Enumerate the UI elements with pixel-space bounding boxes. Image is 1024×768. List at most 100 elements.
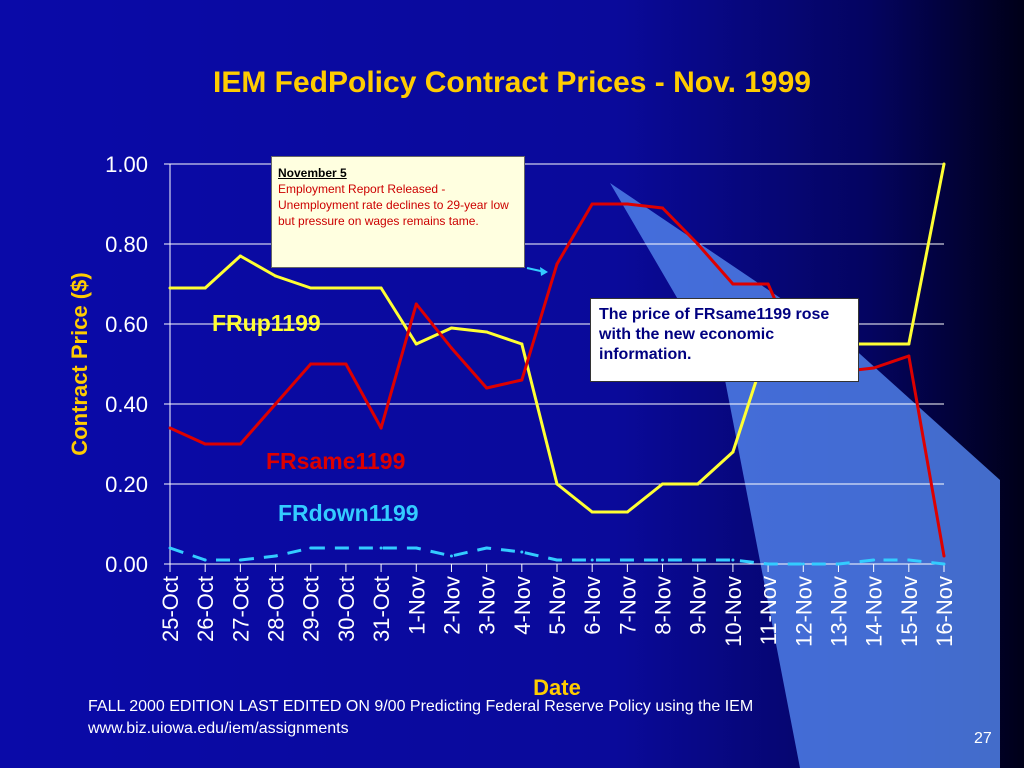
x-tick-label: 7-Nov	[615, 576, 640, 635]
x-tick-label: 10-Nov	[721, 576, 746, 647]
x-tick-label: 26-Oct	[193, 576, 218, 642]
data-point-frsame1199	[379, 426, 383, 430]
data-point-frdown1199	[344, 546, 348, 550]
data-point-frdown1199	[309, 546, 313, 550]
data-point-frdown1199	[731, 558, 735, 562]
data-point-frup1199	[590, 510, 594, 514]
data-point-frup1199	[555, 482, 559, 486]
x-tick-label: 2-Nov	[439, 576, 464, 635]
x-tick-label: 15-Nov	[897, 576, 922, 647]
data-point-frdown1199	[766, 562, 770, 566]
data-point-frsame1199	[344, 362, 348, 366]
data-point-frdown1199	[168, 546, 172, 550]
data-point-frdown1199	[872, 558, 876, 562]
data-point-frdown1199	[590, 558, 594, 562]
data-point-frup1199	[872, 342, 876, 346]
data-point-frdown1199	[485, 546, 489, 550]
data-point-frup1199	[942, 162, 946, 166]
data-point-frup1199	[274, 274, 278, 278]
data-point-frup1199	[449, 326, 453, 330]
data-point-frdown1199	[414, 546, 418, 550]
data-point-frdown1199	[238, 558, 242, 562]
callout-text: Employment Report Released - Unemploymen…	[278, 182, 509, 228]
x-tick-label: 5-Nov	[545, 576, 570, 635]
x-tick-label: 3-Nov	[475, 576, 500, 635]
y-tick-label: 1.00	[105, 152, 148, 177]
footer-url: www.biz.uiowa.edu/iem/assignments	[88, 720, 349, 737]
data-point-frsame1199	[942, 554, 946, 558]
footer-edition: FALL 2000 EDITION LAST EDITED ON 9/00 Pr…	[88, 698, 754, 715]
x-tick-label: 14-Nov	[862, 576, 887, 647]
data-point-frsame1199	[766, 282, 770, 286]
slide-number: 27	[974, 730, 992, 747]
data-point-frup1199	[379, 286, 383, 290]
x-tick-label: 30-Oct	[334, 576, 359, 642]
data-point-frsame1199	[485, 386, 489, 390]
data-point-frsame1199	[414, 302, 418, 306]
data-point-frsame1199	[907, 354, 911, 358]
data-point-frdown1199	[449, 554, 453, 558]
data-point-frsame1199	[872, 366, 876, 370]
data-point-frdown1199	[836, 562, 840, 566]
data-point-frsame1199	[449, 346, 453, 350]
x-tick-label: 25-Oct	[158, 576, 183, 642]
data-point-frup1199	[625, 510, 629, 514]
x-tick-label: 4-Nov	[510, 576, 535, 635]
data-point-frdown1199	[625, 558, 629, 562]
data-point-frup1199	[661, 482, 665, 486]
data-point-frdown1199	[203, 558, 207, 562]
data-point-frsame1199	[625, 202, 629, 206]
x-tick-label: 12-Nov	[791, 576, 816, 647]
callout-date: November 5	[278, 166, 347, 180]
x-tick-label: 11-Nov	[756, 576, 781, 645]
data-point-frsame1199	[590, 202, 594, 206]
data-point-frup1199	[414, 342, 418, 346]
y-tick-label: 0.20	[105, 472, 148, 497]
data-point-frsame1199	[203, 442, 207, 446]
data-point-frdown1199	[696, 558, 700, 562]
x-tick-label: 8-Nov	[651, 576, 676, 635]
x-axis-title: Date	[533, 675, 581, 700]
note-pointer-wedge	[610, 183, 1000, 768]
x-tick-label: 9-Nov	[686, 576, 711, 635]
x-tick-label: 16-Nov	[932, 576, 957, 647]
data-point-frsame1199	[696, 242, 700, 246]
x-tick-label: 6-Nov	[580, 576, 605, 635]
y-axis-title: Contract Price ($)	[67, 272, 92, 455]
x-tick-label: 31-Oct	[369, 576, 394, 642]
data-point-frsame1199	[555, 262, 559, 266]
x-tick-label: 28-Oct	[264, 576, 289, 642]
data-point-frdown1199	[520, 550, 524, 554]
data-point-frup1199	[309, 286, 313, 290]
data-point-frdown1199	[274, 554, 278, 558]
employment-report-callout: November 5 Employment Report Released - …	[271, 156, 525, 268]
data-point-frup1199	[907, 342, 911, 346]
data-point-frdown1199	[942, 562, 946, 566]
y-tick-label: 0.80	[105, 232, 148, 257]
data-point-frup1199	[520, 342, 524, 346]
data-point-frdown1199	[801, 562, 805, 566]
data-point-frsame1199	[309, 362, 313, 366]
series-label-frup1199: FRup1199	[212, 310, 321, 336]
data-point-frsame1199	[274, 402, 278, 406]
x-tick-label: 13-Nov	[826, 576, 851, 647]
data-point-frup1199	[731, 450, 735, 454]
x-tick-label: 27-Oct	[228, 576, 253, 642]
data-point-frup1199	[485, 330, 489, 334]
series-label-frdown1199: FRdown1199	[278, 500, 419, 526]
data-point-frup1199	[696, 482, 700, 486]
data-point-frup1199	[344, 286, 348, 290]
data-point-frsame1199	[520, 378, 524, 382]
footer: FALL 2000 EDITION LAST EDITED ON 9/00 Pr…	[88, 696, 753, 740]
data-point-frdown1199	[661, 558, 665, 562]
y-tick-label: 0.60	[105, 312, 148, 337]
callout-arrowhead-icon	[540, 267, 548, 276]
data-point-frup1199	[203, 286, 207, 290]
data-point-frdown1199	[907, 558, 911, 562]
data-point-frup1199	[168, 286, 172, 290]
data-point-frsame1199	[238, 442, 242, 446]
y-tick-label: 0.00	[105, 552, 148, 577]
chart-title: IEM FedPolicy Contract Prices - Nov. 199…	[213, 66, 811, 99]
x-tick-label: 1-Nov	[404, 576, 429, 635]
